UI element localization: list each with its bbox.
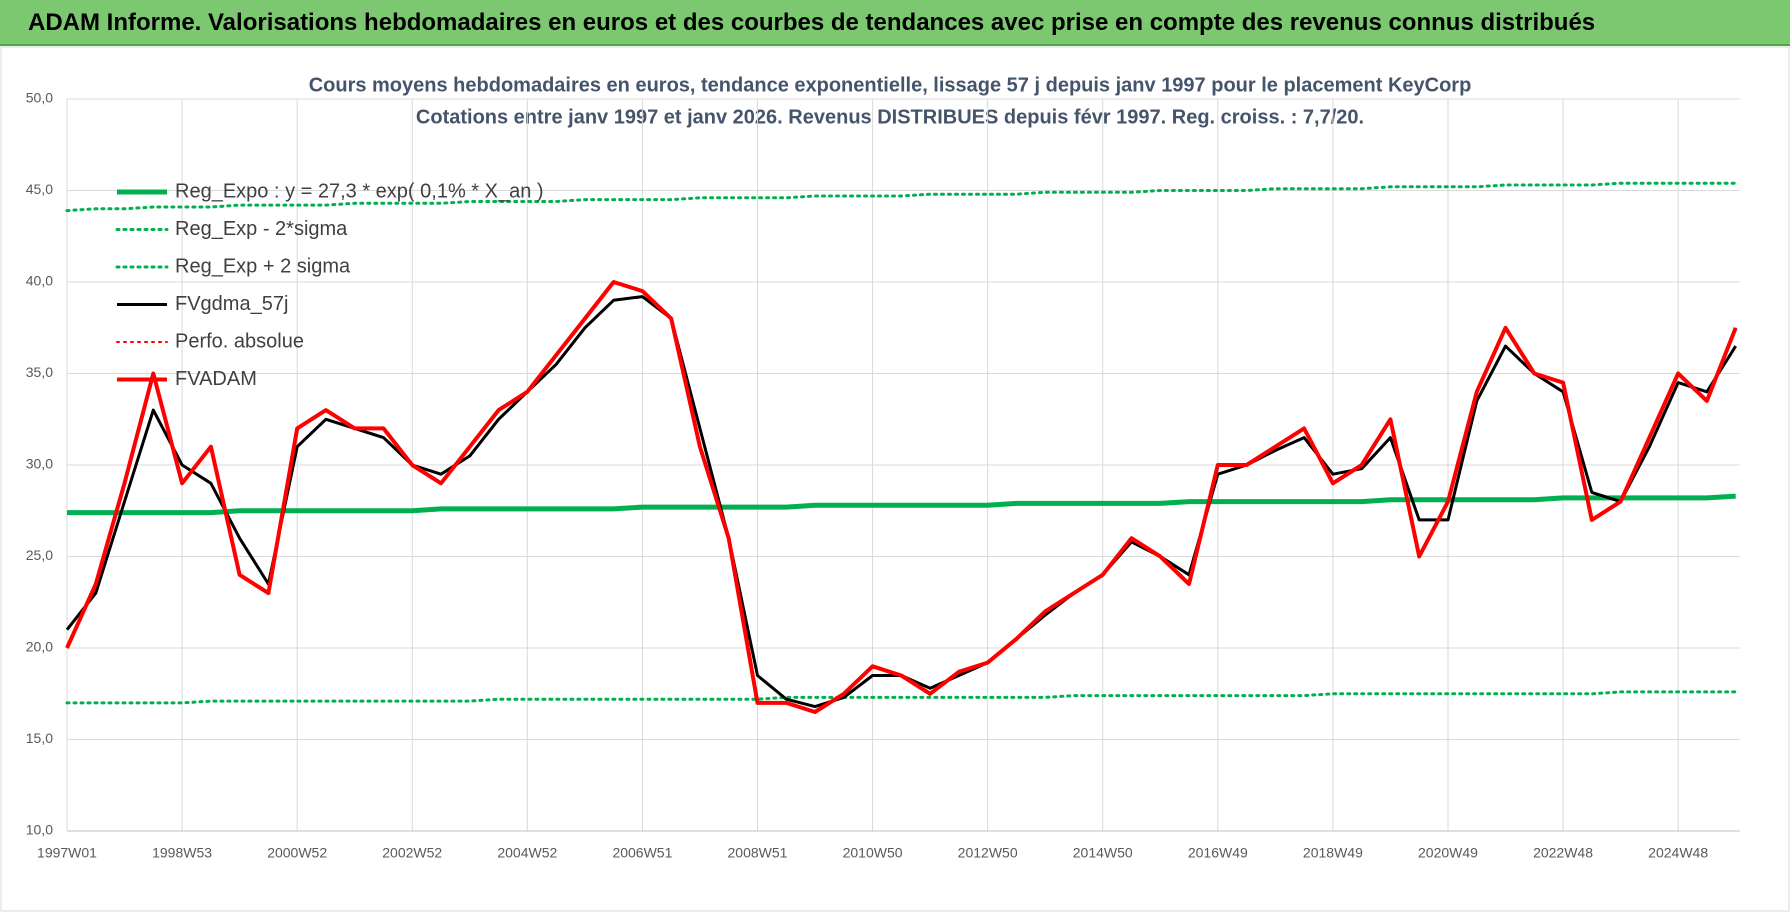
x-tick-label: 2012W50: [958, 845, 1018, 861]
legend-label: Perfo. absolue: [175, 330, 304, 352]
x-tick-label: 2000W52: [267, 845, 327, 861]
x-tick-label: 2018W49: [1303, 845, 1363, 861]
y-tick-label: 30,0: [26, 456, 53, 472]
x-tick-label: 1998W53: [152, 845, 212, 861]
series-line: [67, 493, 1736, 516]
chart-frame: [0, 46, 1790, 912]
y-tick-label: 15,0: [26, 730, 53, 746]
x-tick-label: 2002W52: [382, 845, 442, 861]
x-tick-label: 2004W52: [497, 845, 557, 861]
y-tick-label: 35,0: [26, 364, 53, 380]
x-tick-label: 2008W51: [728, 845, 788, 861]
y-tick-label: 20,0: [26, 639, 53, 655]
series-line: [65, 690, 1738, 705]
y-tick-label: 45,0: [26, 181, 53, 197]
legend-label: Reg_Expo : y = 27,3 * exp( 0,1% * X_an ): [175, 180, 544, 202]
x-tick-label: 2014W50: [1073, 845, 1133, 861]
x-tick-label: 2010W50: [843, 845, 903, 861]
header-title: ADAM Informe. Valorisations hebdomadaire…: [28, 9, 1596, 36]
x-tick-label: 2024W48: [1648, 845, 1708, 861]
chart: Cours moyens hebdomadaires en euros, ten…: [0, 46, 1790, 912]
header-bar: ADAM Informe. Valorisations hebdomadaire…: [0, 0, 1790, 46]
legend-label: FVgdma_57j: [175, 293, 288, 315]
x-tick-label: 2020W49: [1418, 845, 1478, 861]
x-tick-label: 2016W49: [1188, 845, 1248, 861]
chart-title: Cours moyens hebdomadaires en euros, ten…: [309, 74, 1472, 96]
legend-label: Reg_Exp - 2*sigma: [175, 218, 348, 240]
y-tick-label: 50,0: [26, 90, 53, 106]
legend-label: FVADAM: [175, 368, 257, 390]
legend-label: Reg_Exp + 2 sigma: [175, 255, 351, 277]
series-line: [65, 181, 1738, 213]
x-tick-label: 2006W51: [612, 845, 672, 861]
y-tick-label: 40,0: [26, 273, 53, 289]
series-line: [65, 280, 1738, 714]
chart-subtitle: Cotations entre janv 1997 et janv 2026. …: [416, 106, 1364, 128]
x-tick-label: 2022W48: [1533, 845, 1593, 861]
y-tick-label: 10,0: [26, 822, 53, 838]
x-tick-label: 1997W01: [37, 845, 97, 861]
y-tick-label: 25,0: [26, 547, 53, 563]
